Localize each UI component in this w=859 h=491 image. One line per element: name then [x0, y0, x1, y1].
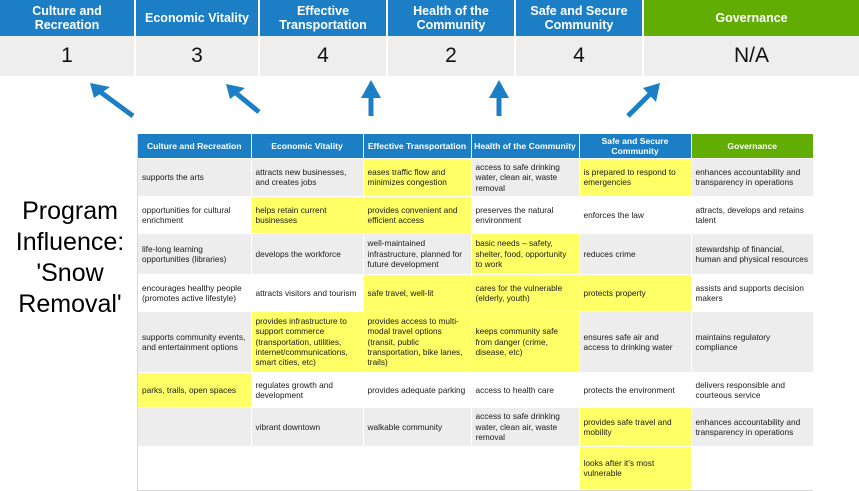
score-band-header-governance: Governance: [644, 0, 859, 36]
matrix-cell: [251, 446, 364, 490]
matrix-cell: enhances accountability and transparency…: [691, 158, 813, 197]
score-value-culture-and-recreation: 1: [0, 36, 136, 76]
matrix-cell: safe travel, well-lit: [363, 274, 472, 312]
arrow-head-1: [90, 83, 110, 98]
caption-line-3: 'Snow: [36, 259, 104, 287]
matrix-cell: stewardship of financial, human and phys…: [691, 233, 813, 275]
matrix-cell: provides adequate parking: [363, 372, 472, 408]
score-band-header-culture-and-recreation: Culture and Recreation: [0, 0, 136, 36]
matrix-cell: access to health care: [471, 372, 580, 408]
matrix-cell: vibrant downtown: [251, 407, 364, 447]
matrix-cell: [471, 446, 580, 490]
score-value-governance: N/A: [644, 36, 859, 76]
matrix-cell: supports the arts: [138, 158, 252, 197]
score-band-value-row: 1 3 4 2 4 N/A: [0, 36, 859, 76]
matrix-cell: [138, 407, 252, 447]
arrow-heads: [90, 80, 660, 102]
matrix-header-safe-and-secure-community: Safe and Secure Community: [579, 134, 692, 159]
table-row: life-long learning opportunities (librar…: [138, 233, 813, 275]
matrix-cell: well-maintained infrastructure, planned …: [363, 233, 472, 275]
matrix-cell: cares for the vulnerable (elderly, youth…: [471, 274, 580, 312]
score-band-header-economic-vitality: Economic Vitality: [136, 0, 260, 36]
score-band-header-row: Culture and Recreation Economic Vitality…: [0, 0, 859, 36]
matrix-cell: life-long learning opportunities (librar…: [138, 233, 252, 275]
matrix-cell: attracts, develops and retains talent: [691, 196, 813, 234]
matrix-cell: assists and supports decision makers: [691, 274, 813, 312]
outcome-matrix-table: Culture and Recreation Economic Vitality…: [138, 134, 813, 490]
score-band-header-safe-and-secure-community: Safe and Secure Community: [516, 0, 644, 36]
matrix-cell: [691, 446, 813, 490]
arrow-head-3: [361, 80, 381, 98]
matrix-cell: parks, trails, open spaces: [138, 372, 252, 408]
table-row: looks after it's most vulnerable: [138, 446, 813, 490]
matrix-cell: opportunities for cultural enrichment: [138, 196, 252, 234]
arrows-svg: [90, 80, 660, 119]
matrix-header-effective-transportation: Effective Transportation: [363, 134, 472, 159]
caption-line-1: Program: [22, 197, 118, 225]
score-band: Culture and Recreation Economic Vitality…: [0, 0, 859, 76]
matrix-header-row: Culture and Recreation Economic Vitality…: [138, 134, 813, 159]
matrix-cell: delivers responsible and courteous servi…: [691, 372, 813, 408]
caption-line-2: Influence:: [15, 228, 125, 256]
matrix-cell: is prepared to respond to emergencies: [579, 158, 692, 197]
table-row: supports the arts attracts new businesses…: [138, 158, 813, 197]
matrix-cell: [363, 446, 472, 490]
arrow-shaft-2: [229, 87, 261, 114]
matrix-cell: develops the workforce: [251, 233, 364, 275]
arrow-shaft-1: [93, 85, 135, 119]
matrix-cell: walkable community: [363, 407, 472, 447]
matrix-cell: enforces the law: [579, 196, 692, 234]
matrix-cell: enhances accountability and transparency…: [691, 407, 813, 447]
matrix-cell: basic needs – safety, shelter, food, opp…: [471, 233, 580, 275]
matrix-cell: provides convenient and efficient access: [363, 196, 472, 234]
matrix-body: supports the arts attracts new businesses…: [138, 158, 813, 490]
outcome-matrix: Culture and Recreation Economic Vitality…: [137, 134, 813, 491]
matrix-cell: access to safe drinking water, clean air…: [471, 407, 580, 447]
matrix-cell: attracts visitors and tourism: [251, 274, 364, 312]
caption-line-4: Removal': [18, 290, 122, 318]
table-row: vibrant downtown walkable community access…: [138, 407, 813, 447]
matrix-cell: ensures safe air and access to drinking …: [579, 311, 692, 373]
matrix-cell: preserves the natural environment: [471, 196, 580, 234]
matrix-cell: maintains regulatory compliance: [691, 311, 813, 373]
score-band-header-effective-transportation: Effective Transportation: [260, 0, 388, 36]
score-value-effective-transportation: 4: [260, 36, 388, 76]
matrix-cell: supports community events, and entertain…: [138, 311, 252, 373]
table-row: parks, trails, open spaces regulates grow…: [138, 372, 813, 408]
matrix-cell: helps retain current businesses: [251, 196, 364, 234]
arrow-shaft-5: [626, 87, 657, 118]
arrow-head-4: [489, 80, 509, 98]
matrix-cell: looks after it's most vulnerable: [579, 446, 692, 490]
matrix-cell: provides access to multi-modal travel op…: [363, 311, 472, 373]
matrix-cell: eases traffic flow and minimizes congest…: [363, 158, 472, 197]
arrow-layer: [0, 74, 859, 134]
matrix-cell: protects property: [579, 274, 692, 312]
matrix-cell: provides safe travel and mobility: [579, 407, 692, 447]
matrix-cell: encourages healthy people (promotes acti…: [138, 274, 252, 312]
matrix-header-governance: Governance: [691, 134, 813, 159]
matrix-cell: provides infrastructure to support comme…: [251, 311, 364, 373]
matrix-header-health-of-the-community: Health of the Community: [471, 134, 580, 159]
score-band-header-health-of-the-community: Health of the Community: [388, 0, 516, 36]
score-value-health-of-the-community: 2: [388, 36, 516, 76]
matrix-cell: protects the environment: [579, 372, 692, 408]
matrix-cell: reduces crime: [579, 233, 692, 275]
table-row: opportunities for cultural enrichment hel…: [138, 196, 813, 234]
matrix-cell: [138, 446, 252, 490]
matrix-header-culture-and-recreation: Culture and Recreation: [138, 134, 252, 159]
matrix-header: Culture and Recreation Economic Vitality…: [138, 134, 813, 159]
matrix-cell: access to safe drinking water, clean air…: [471, 158, 580, 197]
arrow-head-2: [226, 84, 245, 99]
matrix-cell: attracts new businesses, and creates job…: [251, 158, 364, 197]
arrow-head-5: [643, 83, 660, 102]
table-row: supports community events, and entertain…: [138, 311, 813, 373]
score-value-economic-vitality: 3: [136, 36, 260, 76]
table-row: encourages healthy people (promotes acti…: [138, 274, 813, 312]
program-influence-caption: Program Influence: 'Snow Removal': [6, 196, 134, 320]
matrix-cell: keeps community safe from danger (crime,…: [471, 311, 580, 373]
matrix-header-economic-vitality: Economic Vitality: [251, 134, 364, 159]
matrix-cell: regulates growth and development: [251, 372, 364, 408]
score-value-safe-and-secure-community: 4: [516, 36, 644, 76]
